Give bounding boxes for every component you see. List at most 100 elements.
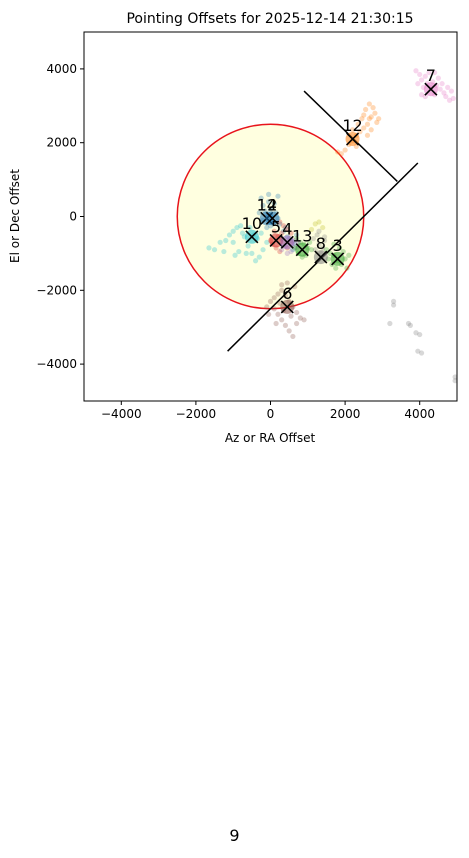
data-point	[307, 239, 313, 245]
data-point	[232, 252, 238, 258]
data-point	[290, 333, 296, 340]
data-point	[271, 200, 277, 207]
data-point	[422, 93, 428, 100]
marker-x	[280, 235, 294, 249]
data-point	[312, 221, 318, 227]
y-axis-label: El or Dec Offset	[8, 169, 22, 263]
data-point	[415, 348, 421, 354]
data-point	[277, 221, 283, 227]
data-point	[267, 206, 274, 212]
y-tick-label: 0	[69, 210, 77, 224]
data-point	[279, 282, 285, 288]
data-point	[264, 304, 270, 310]
data-point	[376, 116, 382, 122]
data-point	[271, 228, 277, 234]
data-point	[344, 265, 350, 271]
marker-label: 14	[257, 195, 277, 214]
data-point	[260, 247, 266, 253]
data-point	[340, 248, 346, 255]
data-point	[413, 68, 419, 74]
data-point	[443, 93, 449, 100]
data-point	[374, 119, 380, 126]
data-point	[271, 295, 277, 301]
marker-x	[424, 82, 438, 96]
data-point	[418, 77, 425, 83]
data-point	[245, 243, 251, 249]
y-tick-label: −4000	[36, 357, 77, 371]
data-point	[448, 88, 455, 94]
data-point	[355, 121, 361, 127]
data-point	[405, 320, 412, 327]
marker-x	[265, 211, 279, 225]
data-point	[249, 250, 255, 256]
data-point	[335, 149, 341, 155]
data-point	[258, 195, 264, 201]
data-point	[327, 250, 333, 256]
data-point	[282, 322, 289, 328]
data-point	[252, 258, 259, 264]
data-point	[441, 90, 447, 96]
marker-label: 6	[282, 284, 292, 303]
y-tick-label: 4000	[46, 62, 77, 76]
data-point	[364, 132, 371, 138]
data-point	[226, 232, 233, 238]
data-point	[308, 226, 315, 233]
data-point	[361, 112, 367, 118]
marker-label: 8	[316, 234, 326, 253]
data-point	[266, 199, 272, 205]
data-point	[266, 311, 272, 317]
marker-label: 10	[242, 214, 262, 233]
data-point	[230, 239, 236, 245]
data-point	[256, 254, 262, 260]
data-point	[361, 125, 367, 131]
marker-label: 2	[267, 195, 277, 214]
data-point	[284, 250, 290, 256]
data-point	[217, 239, 223, 245]
data-point	[264, 239, 270, 245]
data-point	[346, 252, 352, 258]
data-point	[342, 147, 348, 153]
data-point	[275, 291, 281, 297]
data-point	[366, 101, 372, 107]
data-point	[372, 110, 378, 116]
data-point	[288, 313, 294, 319]
data-point	[279, 317, 285, 323]
page-number: 9	[229, 826, 240, 845]
data-point	[336, 245, 343, 251]
data-point	[418, 350, 425, 356]
data-point	[288, 248, 294, 255]
marker-label: 12	[342, 116, 362, 135]
data-point	[280, 223, 287, 229]
data-point	[264, 224, 270, 231]
data-point	[437, 86, 443, 92]
data-point	[223, 237, 229, 244]
marker-x	[345, 132, 360, 146]
data-point	[290, 247, 296, 253]
x-tick-label: 2000	[330, 407, 361, 421]
data-point	[297, 315, 303, 321]
data-point	[363, 106, 369, 113]
x-tick-label: −4000	[101, 407, 142, 421]
data-point	[349, 127, 356, 133]
data-point	[452, 374, 457, 380]
data-point	[366, 116, 372, 122]
data-point	[368, 114, 374, 120]
data-point	[279, 230, 285, 236]
data-point	[312, 247, 318, 253]
marker-x	[245, 230, 259, 244]
data-point	[308, 247, 315, 253]
marker-x	[280, 300, 294, 314]
data-point	[301, 317, 307, 323]
data-point	[288, 230, 294, 236]
data-point	[221, 248, 227, 255]
data-point	[439, 81, 445, 87]
data-point	[445, 84, 451, 90]
data-point	[390, 298, 397, 304]
data-point	[432, 69, 438, 76]
data-point	[282, 224, 289, 231]
data-point	[422, 73, 428, 79]
data-point	[236, 248, 242, 255]
data-point	[211, 247, 218, 253]
data-point	[418, 92, 425, 98]
data-point	[310, 236, 316, 242]
